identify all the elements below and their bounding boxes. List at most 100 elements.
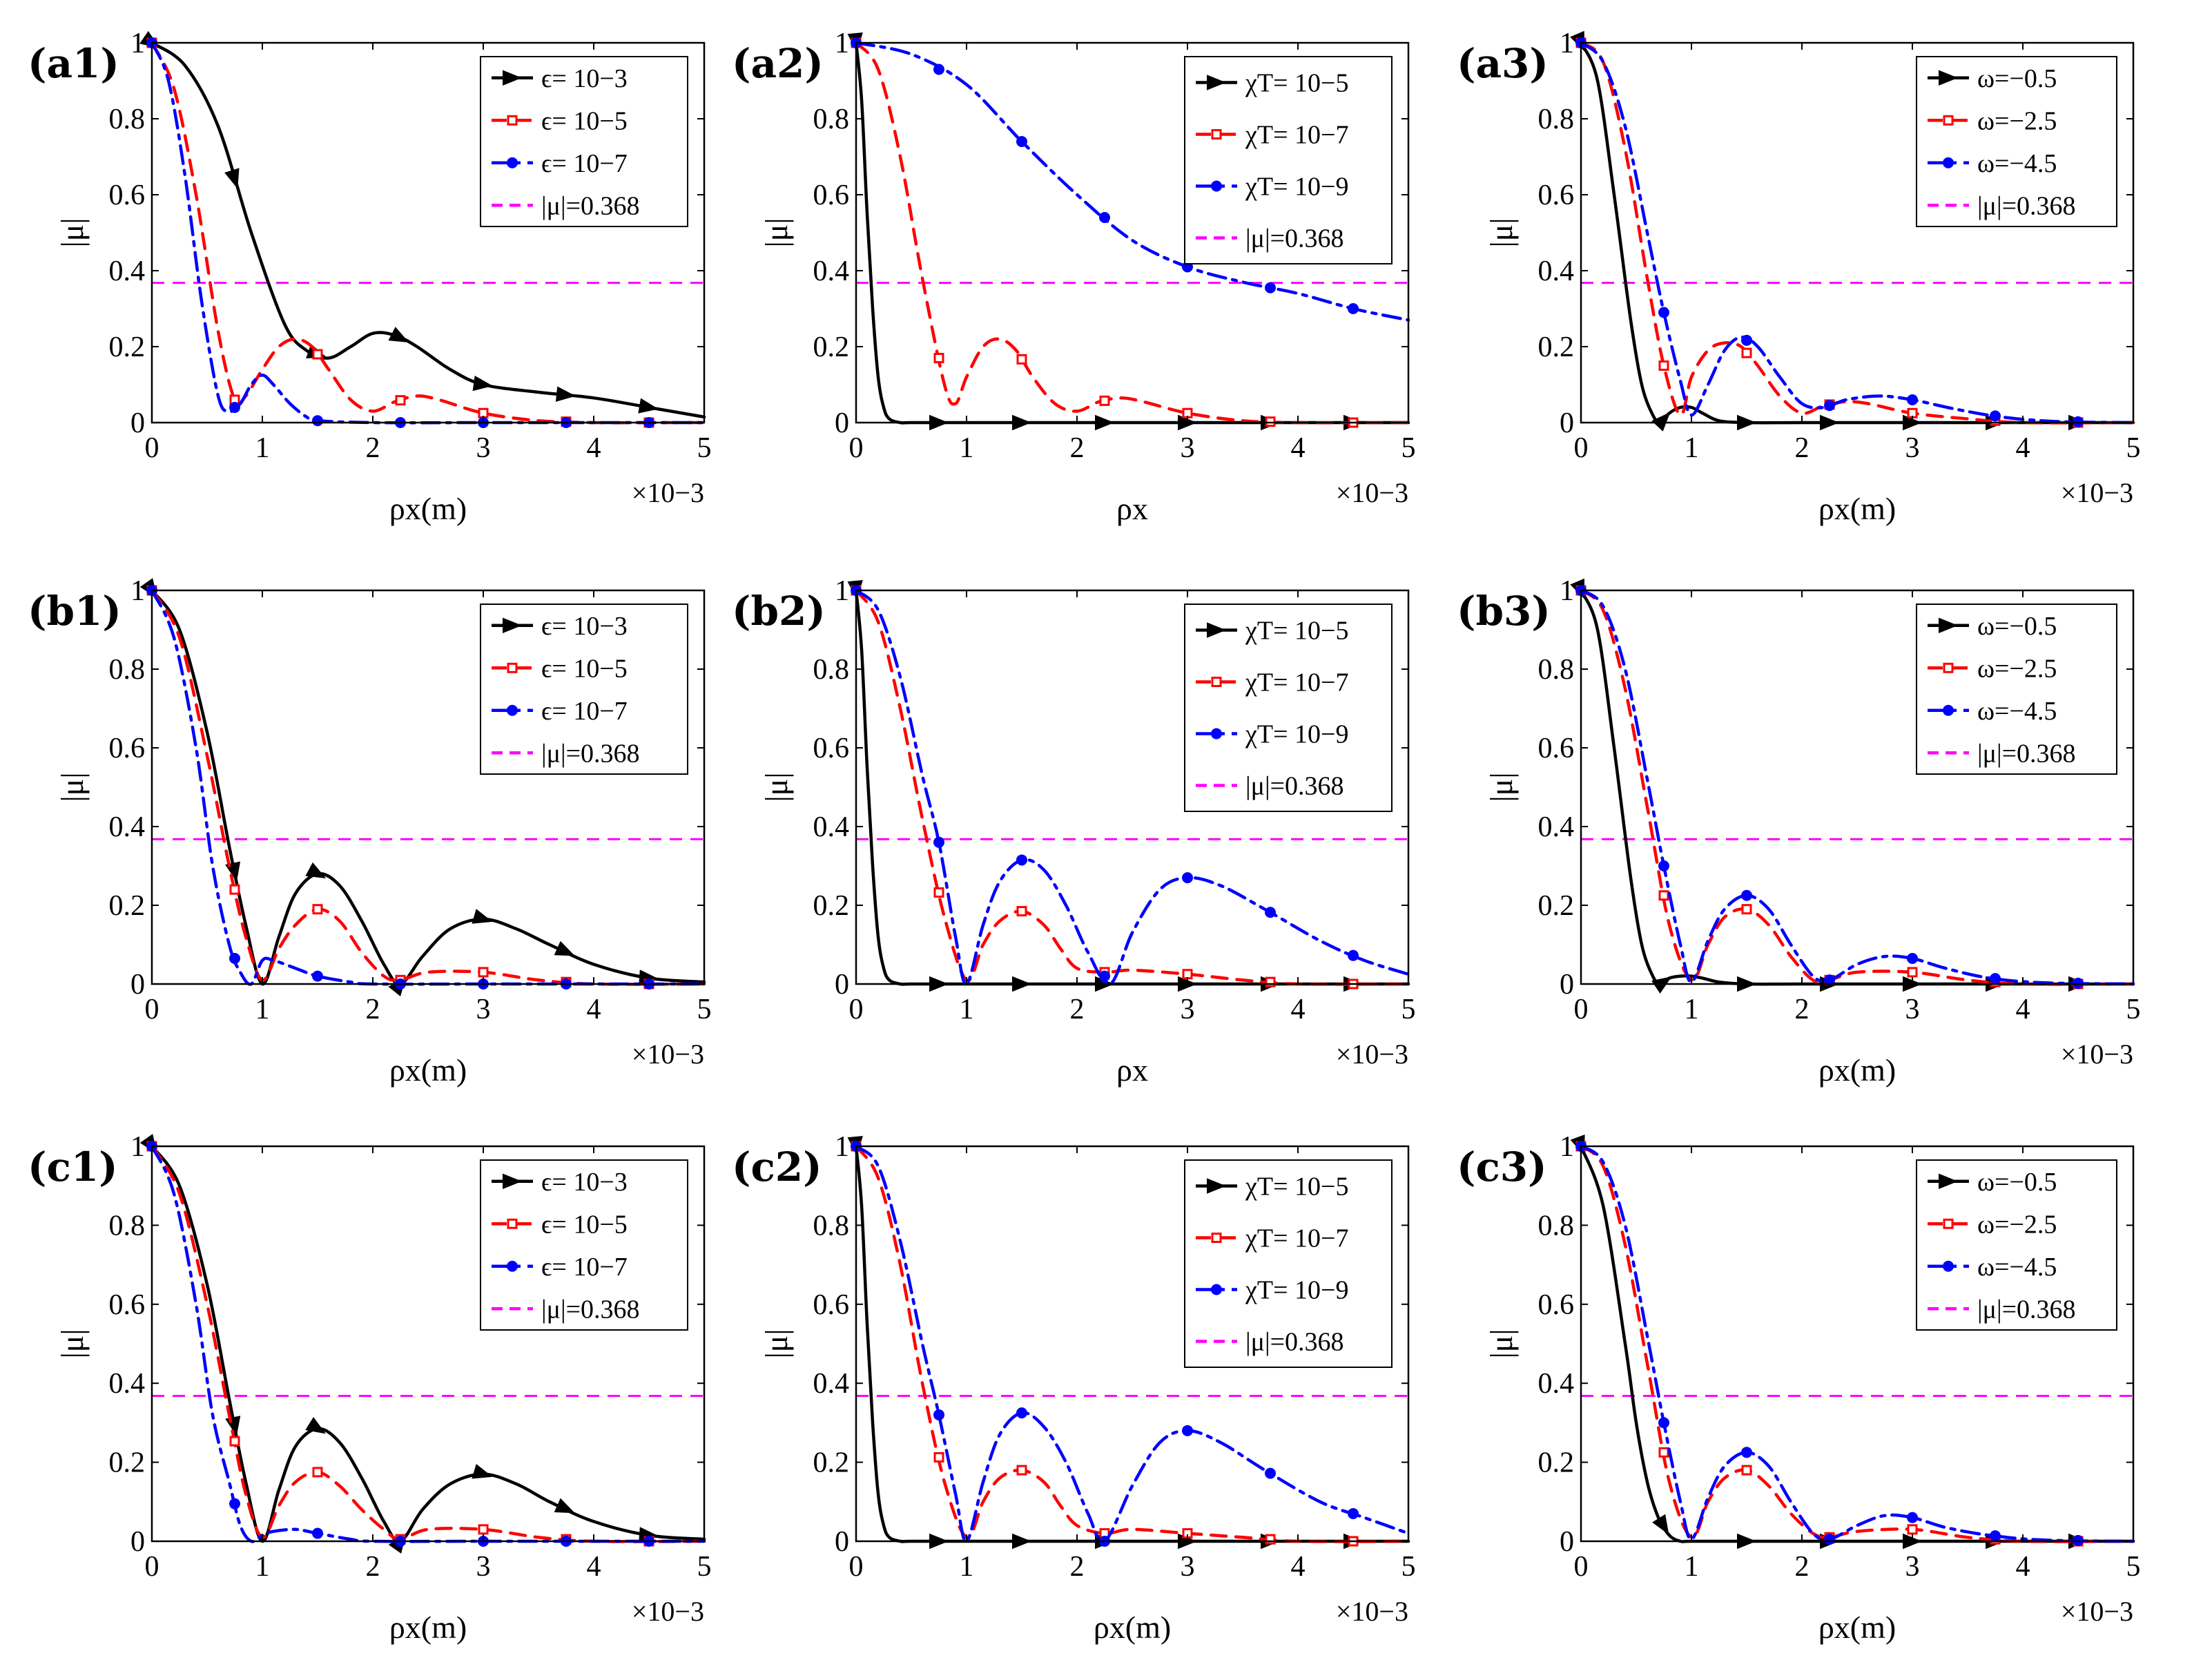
legend: χT= 10−5 χT= 10−7 χT= 10−9 |μ|=0.368	[1184, 604, 1393, 812]
x-tick-label: 2	[366, 432, 380, 464]
series-marker	[229, 402, 240, 413]
legend-item-1: ω=−0.5	[1928, 612, 2057, 641]
series-marker	[472, 375, 493, 392]
series-marker	[1182, 1425, 1193, 1436]
x-exponent: ×10−3	[1336, 1596, 1408, 1627]
series-marker	[933, 1409, 944, 1420]
x-tick-label: 0	[1574, 432, 1589, 464]
series-marker	[1658, 890, 1669, 901]
legend-marker	[1939, 70, 1958, 86]
y-tick-label: 0.2	[1538, 331, 1575, 363]
x-axis-label: ρx	[1116, 1052, 1148, 1088]
y-axis-label: |μ|	[55, 772, 90, 802]
chart-panel-c2: (c2) 0 1 2 3 4 5 0 0.2 0.4 0.6 0.8 1 ×10−3 ρx(m) |μ| χT=…	[732, 1131, 1416, 1645]
series-line	[150, 41, 706, 425]
series-marker	[1182, 872, 1193, 884]
y-tick-label: 0	[835, 407, 849, 439]
x-tick-label: 0	[145, 1551, 159, 1583]
x-tick-label: 2	[366, 1551, 380, 1583]
series-marker	[312, 1527, 323, 1539]
legend-marker	[1207, 622, 1226, 638]
legend-marker	[1211, 1233, 1222, 1243]
y-tick-label: 0.6	[1538, 733, 1575, 764]
x-tick-label: 3	[1181, 994, 1195, 1025]
series-line	[854, 1144, 1410, 1544]
series-marker	[1741, 1465, 1752, 1476]
series-marker	[555, 386, 576, 402]
series-marker	[478, 1524, 489, 1535]
series-line	[854, 41, 1410, 425]
series-3	[1575, 37, 2135, 427]
series-line	[150, 41, 706, 425]
legend-marker	[507, 157, 518, 168]
axes-box	[855, 589, 1410, 985]
legend-label: ϵ= 10−7	[541, 1253, 628, 1282]
x-tick-label: 3	[1905, 1551, 1920, 1583]
series-marker	[933, 887, 944, 898]
y-axis-label: |μ|	[55, 218, 90, 247]
series-marker	[1907, 1512, 1918, 1523]
x-tick-label: 0	[1574, 1551, 1589, 1583]
legend-item-2: ϵ= 10−5	[492, 106, 628, 135]
chart-panel-a3: (a3) 0 1 2 3 4 5 0 0.2 0.4 0.6 0.8 1 ×10−3 ρx(m) |μ| ω=−…	[1457, 28, 2141, 526]
x-exponent: ×10−3	[2061, 1596, 2133, 1627]
y-tick-label: 0.8	[1538, 104, 1575, 135]
y-tick-label: 0.2	[1538, 890, 1575, 922]
y-tick-label: 0.8	[1538, 1210, 1575, 1242]
y-tick-label: 0.4	[813, 255, 850, 287]
y-tick-label: 0.2	[109, 1447, 146, 1479]
series-marker	[395, 395, 406, 406]
x-axis-label: ρx(m)	[1818, 491, 1896, 526]
axes-box	[151, 589, 706, 985]
series-marker	[1651, 412, 1671, 432]
legend-label: |μ|=0.368	[541, 1295, 640, 1324]
series-marker	[478, 967, 489, 978]
series-marker	[933, 64, 944, 75]
legend-marker	[1211, 129, 1222, 139]
y-tick-label: 0	[130, 1526, 145, 1558]
chart-panel-c1: (c1) 0 1 2 3 4 5 0 0.2 0.4 0.6 0.8 1 ×10−3 ρx(m) |μ| ϵ= …	[28, 1131, 712, 1645]
y-tick-label: 0.8	[1538, 654, 1575, 686]
series-marker	[933, 353, 944, 363]
series-line	[1579, 1144, 2135, 1543]
legend-item-4: |μ|=0.368	[1196, 1328, 1344, 1357]
legend-label: ω=−0.5	[1977, 1168, 2057, 1197]
x-axis-label: ρx(m)	[389, 1610, 467, 1645]
legend-label: |μ|=0.368	[1245, 772, 1344, 801]
series-marker	[1652, 1514, 1669, 1535]
legend-marker	[1943, 704, 1954, 716]
x-tick-label: 5	[2126, 994, 2141, 1025]
series-marker	[229, 1436, 240, 1447]
legend-item-2: ϵ= 10−5	[492, 654, 628, 683]
series-line	[150, 588, 706, 986]
x-axis-label: ρx(m)	[1818, 1610, 1896, 1645]
x-exponent: ×10−3	[2061, 477, 2133, 508]
series-marker	[1348, 949, 1359, 961]
legend-item-4: |μ|=0.368	[1196, 224, 1344, 253]
y-tick-label: 0.8	[813, 654, 850, 686]
series-marker	[1824, 974, 1835, 986]
series-marker	[1016, 854, 1027, 866]
panel-label: (b2)	[732, 588, 826, 635]
y-tick-label: 0.8	[109, 1210, 146, 1242]
x-tick-label: 1	[255, 432, 270, 464]
legend-label: χT= 10−5	[1245, 1173, 1348, 1202]
x-tick-label: 3	[1905, 432, 1920, 464]
x-tick-label: 0	[145, 994, 159, 1025]
legend-marker	[1943, 1218, 1954, 1229]
x-exponent: ×10−3	[1336, 1039, 1408, 1070]
legend-label: |μ|=0.368	[541, 739, 640, 768]
legend-item-2: ω=−2.5	[1928, 106, 2057, 135]
series-marker	[1651, 976, 1672, 994]
panel-label: (b3)	[1457, 588, 1551, 635]
y-tick-label: 0.4	[813, 1368, 850, 1400]
legend-item-1: ϵ= 10−3	[492, 64, 628, 93]
legend-marker	[1943, 157, 1954, 168]
series-marker	[1099, 212, 1110, 223]
x-tick-label: 3	[476, 432, 491, 464]
x-tick-label: 1	[255, 994, 270, 1025]
legend-label: χT= 10−7	[1245, 1224, 1348, 1253]
legend-item-2: ω=−2.5	[1928, 1210, 2057, 1239]
y-tick-label: 0.4	[109, 255, 146, 287]
x-axis-label: ρx	[1116, 491, 1148, 526]
